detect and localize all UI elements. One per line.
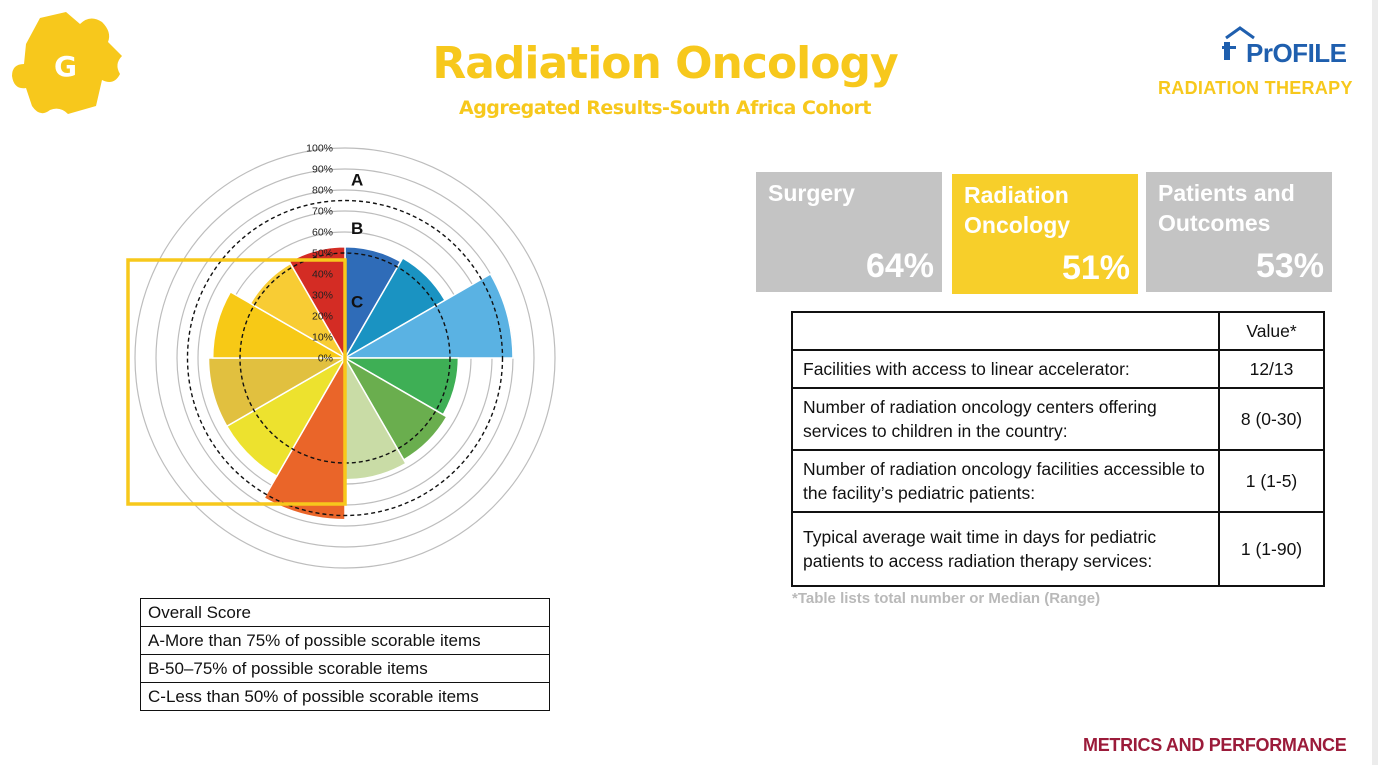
card-radiation-oncology: Radiation Oncology 51% [952,174,1138,294]
tick-label: 50% [312,248,333,260]
score-legend-table: Overall Score A-More than 75% of possibl… [140,598,550,711]
tick-label: 60% [312,227,333,239]
row-label: Facilities with access to linear acceler… [791,349,1220,389]
card-label: Radiation Oncology [964,182,1071,238]
brand-tagline: RADIATION THERAPY [1158,78,1353,98]
row-value: 12/13 [1218,349,1325,389]
footer-label: METRICS AND PERFORMANCE [1083,735,1347,755]
card-value: 51% [1061,249,1130,287]
highlight-box [126,258,347,506]
radial-ticks: 0% 10% 20% 30% 40% 50% 60% 70% 80% 90% 100% [306,143,333,365]
svg-text:G: G [54,50,77,83]
row-label: Typical average wait time in days for pe… [791,511,1220,587]
tick-label: 20% [312,311,333,323]
card-value: 53% [1255,247,1324,285]
table-row: Number of radiation oncology centers off… [791,387,1325,451]
table-header-cell: Value* [1218,311,1325,351]
card-patients-outcomes: Patients and Outcomes 53% [1146,172,1332,292]
brand-name: PrOFILE [1246,38,1347,68]
grid-ring [155,168,535,548]
polar-chart: 0% 10% 20% 30% 40% 50% 60% 70% 80% 90% 100% A B C [126,143,556,569]
puzzle-logo-icon: G [12,12,122,114]
table-header-cell [791,311,1220,351]
house-logo-icon [1222,26,1255,60]
zone-label: C [351,292,363,311]
row-value: 1 (1-5) [1218,449,1325,513]
tick-label: 10% [312,332,333,344]
zone-label: A [351,171,363,190]
zone-label: B [351,219,363,238]
chart-segments [207,245,514,521]
table-header-row: Value* [791,311,1325,351]
tick-label: 80% [312,185,333,197]
page-subtitle: Aggregated Results-South Africa Cohort [459,97,871,119]
table-row: Facilities with access to linear acceler… [791,349,1325,389]
chart-segment [263,355,346,521]
tick-label: 90% [312,164,333,176]
tick-label: 30% [312,290,333,302]
zone-labels: A B C [351,171,363,312]
threshold-ring [186,199,504,517]
card-value: 64% [865,247,934,285]
metrics-table: Value* Facilities with access to linear … [791,311,1325,587]
page-title: Radiation Oncology [432,38,898,89]
tick-label: 70% [312,206,333,218]
legend-row: B-50–75% of possible scorable items [140,654,550,683]
card-label: Patients and Outcomes [1158,180,1295,236]
chart-segment [207,357,348,428]
grid-ring [134,147,556,569]
chart-segment [342,272,514,359]
tick-label: 40% [312,269,333,281]
row-label: Number of radiation oncology facilities … [791,449,1220,513]
table-row: Number of radiation oncology facilities … [791,449,1325,513]
card-surgery: Surgery 64% [756,172,942,292]
legend-row: C-Less than 50% of possible scorable ite… [140,682,550,711]
table-row: Typical average wait time in days for pe… [791,511,1325,587]
legend-row: Overall Score [140,598,550,627]
right-edge-bar [1372,0,1378,765]
row-value: 1 (1-90) [1218,511,1325,587]
tick-label: 100% [306,143,333,155]
chart-segment [211,290,348,359]
card-label: Surgery [768,180,855,206]
row-label: Number of radiation oncology centers off… [791,387,1220,451]
legend-row: A-More than 75% of possible scorable ite… [140,626,550,655]
row-value: 8 (0-30) [1218,387,1325,451]
table-footnote: *Table lists total number or Median (Ran… [792,590,1101,607]
tick-label: 0% [318,353,333,365]
